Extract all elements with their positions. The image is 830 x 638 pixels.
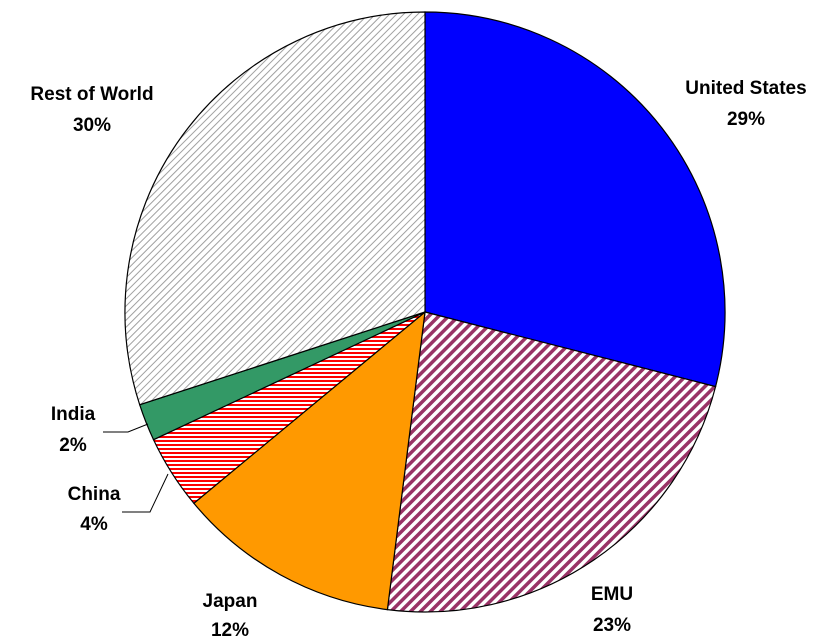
pie-slice-japan (193, 310, 426, 611)
slice-labels: United States 29% EMU 23% Japan 12% Chin… (30, 78, 806, 638)
label-china: China (68, 484, 121, 505)
leader-line-china (122, 473, 169, 513)
label-rest-of-world: Rest of World (30, 84, 153, 105)
leader-line-india (103, 423, 149, 433)
leader-lines (103, 423, 169, 513)
value-japan: 12% (211, 620, 249, 638)
pie-slices (124, 11, 726, 613)
value-china: 4% (80, 514, 108, 535)
label-india: India (51, 404, 96, 425)
pie-slice-united-states (424, 11, 726, 388)
value-india: 2% (59, 435, 87, 456)
label-emu: EMU (591, 584, 633, 605)
value-emu: 23% (593, 615, 631, 636)
pie-slice-emu (386, 311, 717, 613)
value-united-states: 29% (727, 109, 765, 130)
label-united-states: United States (685, 78, 806, 99)
label-japan: Japan (203, 591, 258, 612)
pie-slice-rest-of-world (124, 11, 426, 406)
value-rest-of-world: 30% (73, 115, 111, 136)
